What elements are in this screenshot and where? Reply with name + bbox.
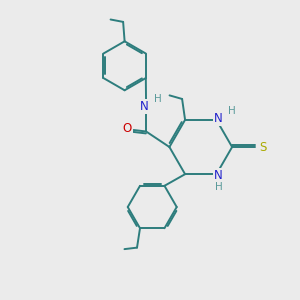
Text: H: H [215,182,222,192]
Text: N: N [140,100,148,112]
Text: S: S [259,140,267,154]
Text: N: N [214,169,223,182]
Text: H: H [228,106,236,116]
Text: O: O [122,122,132,135]
Text: N: N [214,112,223,125]
Text: H: H [154,94,161,103]
